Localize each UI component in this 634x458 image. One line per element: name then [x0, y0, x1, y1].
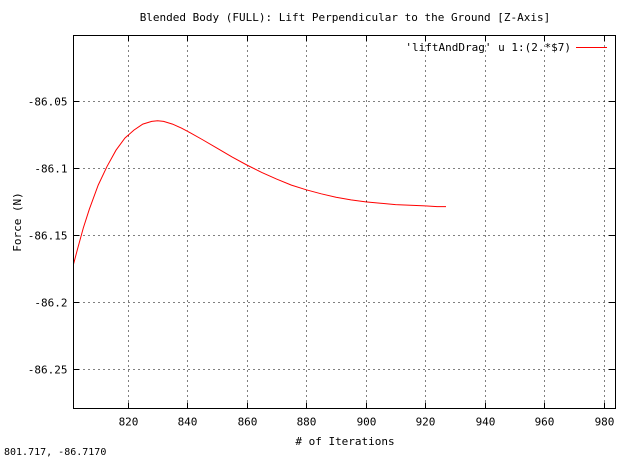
y-tick-label: -86.15 [28, 230, 68, 243]
y-axis-label: Force (N) [11, 192, 24, 252]
x-tick-label: 960 [535, 416, 555, 429]
x-tick-label: 980 [595, 416, 615, 429]
legend: 'liftAndDrag' u 1:(2.*$7) [405, 41, 607, 54]
y-tick-labels: -86.05 -86.1 -86.15 -86.2 -86.25 [28, 96, 68, 377]
axis-ticks [73, 35, 616, 409]
x-tick-label: 920 [416, 416, 436, 429]
y-tick-label: -86.1 [34, 163, 67, 176]
x-axis-label: # of Iterations [295, 435, 394, 448]
x-tick-labels: 820 840 860 880 900 920 940 960 980 [119, 416, 615, 429]
y-tick-label: -86.2 [34, 297, 67, 310]
x-tick-label: 840 [178, 416, 198, 429]
chart-title: Blended Body (FULL): Lift Perpendicular … [140, 11, 551, 24]
y-tick-label: -86.05 [28, 96, 68, 109]
mouse-coordinate-readout: 801.717, -86.7170 [4, 447, 107, 458]
x-tick-label: 900 [357, 416, 377, 429]
series-line [73, 120, 446, 265]
x-tick-label: 820 [119, 416, 139, 429]
x-tick-label: 880 [297, 416, 317, 429]
x-tick-label: 940 [476, 416, 496, 429]
series-layer [73, 120, 446, 265]
legend-label: 'liftAndDrag' u 1:(2.*$7) [405, 41, 571, 54]
x-tick-label: 860 [238, 416, 258, 429]
grid [73, 35, 616, 409]
plot-frame [73, 35, 616, 409]
y-tick-label: -86.25 [28, 364, 68, 377]
